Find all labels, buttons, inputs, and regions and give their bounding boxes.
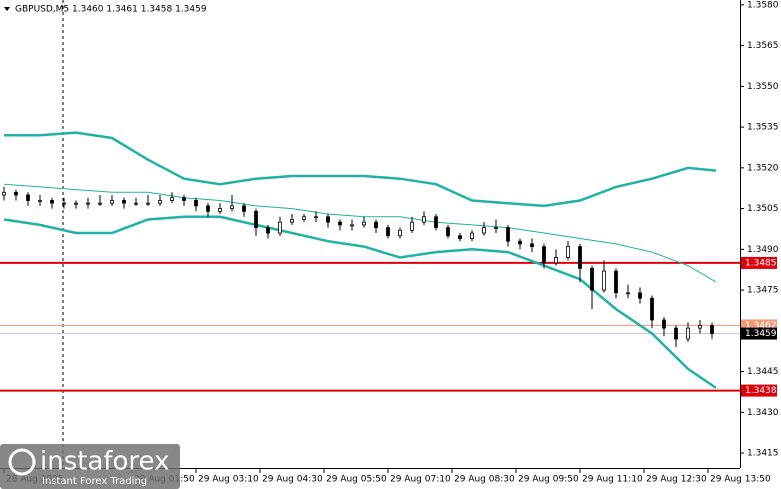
x-tick-label: 29 Aug 03:10 (198, 475, 259, 485)
x-tick-label: 29 Aug 07:10 (390, 475, 451, 485)
candle-body (554, 257, 558, 264)
watermark-box (0, 444, 180, 489)
candle-body (386, 227, 390, 237)
candle-body (110, 200, 114, 204)
candle-body (686, 327, 690, 340)
candle-body (482, 227, 486, 234)
level-label: 1.3462 (745, 321, 777, 331)
x-tick-label: 29 Aug 09:50 (518, 475, 579, 485)
candle-body (206, 205, 210, 212)
candle-body (158, 200, 162, 204)
candle-body (446, 227, 450, 237)
candle-body (542, 246, 546, 264)
candle-body (134, 202, 138, 205)
candle-body (698, 324, 702, 329)
candle-body (638, 292, 642, 299)
candle-body (662, 319, 666, 329)
candle-body (170, 197, 174, 201)
candle-body (350, 224, 354, 227)
candle-body (50, 200, 54, 204)
bollinger-band (4, 131, 717, 208)
chart-title: GBPUSD,M5 1.3460 1.3461 1.3458 1.3459 (15, 5, 207, 15)
y-tick-label: 1.3535 (747, 123, 779, 133)
candle-body (314, 216, 318, 219)
level-label: 1.3438 (745, 386, 777, 396)
x-tick-label: 29 Aug 11:10 (582, 475, 643, 485)
candle-body (398, 229, 402, 237)
candle-body (422, 216, 426, 223)
candle-body (362, 221, 366, 226)
watermark-logo (8, 448, 36, 476)
x-tick-label: 29 Aug 12:30 (646, 475, 707, 485)
candle-body (602, 270, 606, 291)
candle-body (710, 324, 714, 334)
title-marker (4, 7, 10, 11)
candle-body (182, 197, 186, 201)
y-tick-label: 1.3505 (747, 204, 779, 214)
candle-body (650, 297, 654, 321)
candle-body (614, 270, 618, 294)
candle-body (470, 232, 474, 239)
candle-body (86, 202, 90, 205)
x-tick-label: 29 Aug 04:30 (262, 475, 323, 485)
candle-body (266, 227, 270, 234)
candle-body (374, 221, 378, 229)
last-price-box (741, 327, 777, 340)
y-tick-label: 1.3445 (747, 367, 779, 377)
candle-body (14, 191, 18, 196)
candle-body (254, 210, 258, 229)
candle-body (26, 194, 30, 201)
candle-body (302, 216, 306, 220)
candle-body (62, 202, 66, 205)
candle-body (530, 243, 534, 248)
candle-body (566, 246, 570, 258)
last-price-label: 1.3459 (745, 329, 777, 339)
y-tick-label: 1.3580 (747, 0, 779, 10)
y-tick-label: 1.3520 (747, 163, 779, 173)
candle-body (290, 219, 294, 223)
y-tick-label: 1.3475 (747, 286, 779, 296)
candle-body (326, 216, 330, 223)
candle-body (338, 221, 342, 226)
candle-body (194, 200, 198, 207)
x-tick-label: 29 Aug 05:50 (326, 475, 387, 485)
y-tick-label: 1.3430 (747, 408, 779, 418)
candle-body (590, 267, 594, 291)
candle-body (410, 221, 414, 231)
x-tick-label: 29 Aug 08:30 (454, 475, 515, 485)
y-tick-label: 1.3415 (747, 449, 779, 459)
watermark-brand: instaforex (40, 447, 169, 477)
candle-body (674, 327, 678, 340)
candle-body (2, 191, 6, 196)
candle-body (98, 202, 102, 205)
candle-body (230, 205, 234, 210)
candle-body (458, 235, 462, 239)
level-label-box (741, 256, 777, 269)
candle-body (146, 202, 150, 205)
level-label-box (741, 384, 777, 397)
level-label: 1.3485 (745, 258, 777, 268)
candle-body (578, 246, 582, 269)
candle-body (242, 205, 246, 212)
candle-body (494, 227, 498, 230)
candle-body (626, 292, 630, 295)
y-tick-label: 1.3550 (747, 82, 779, 92)
candle-body (74, 202, 78, 205)
candle-body (518, 240, 522, 245)
candle-body (506, 227, 510, 242)
plot-area (0, 131, 740, 392)
candle-body (122, 200, 126, 204)
watermark-tagline: Instant Forex Trading (42, 476, 147, 487)
watermark: instaforex Instant Forex Trading (0, 444, 180, 489)
candle-body (434, 216, 438, 229)
candle-body (278, 221, 282, 234)
candle-body (218, 208, 222, 212)
y-tick-label: 1.3565 (747, 41, 779, 51)
candle-body (38, 200, 42, 202)
bollinger-band (3, 215, 717, 389)
y-tick-label: 1.3490 (747, 245, 779, 255)
x-tick-label: 29 Aug 13:50 (710, 475, 771, 485)
